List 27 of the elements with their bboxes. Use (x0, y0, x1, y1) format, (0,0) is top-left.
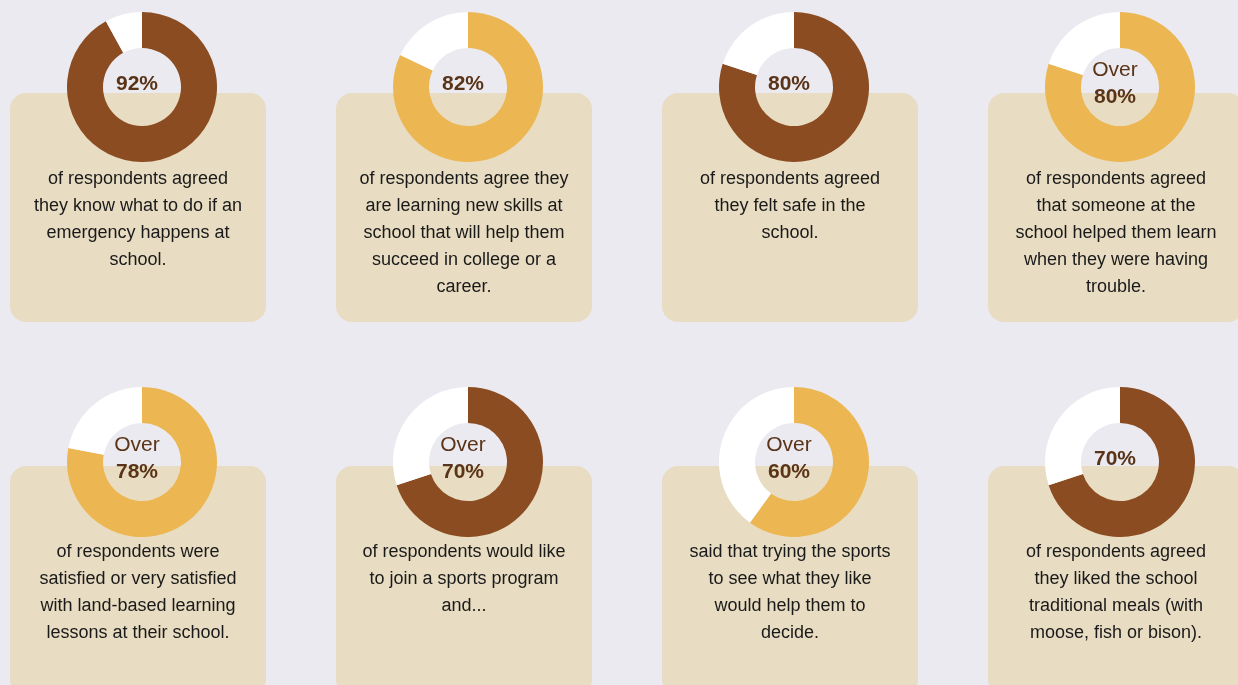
text: 92% (115, 69, 159, 96)
donut-slice (67, 387, 217, 537)
donut-slice (67, 12, 217, 162)
text: said that trying the sports to see what they like would help them to decide. (688, 540, 892, 644)
text: Over 80% (1092, 56, 1138, 109)
text: Over 78% (114, 431, 160, 484)
donut-slice (1045, 12, 1195, 162)
text: Over 60% (766, 431, 812, 484)
text: 70% (1093, 444, 1137, 471)
text: Over 70% (440, 431, 486, 484)
donut-slice (719, 12, 869, 162)
text: 82% (441, 69, 485, 96)
text: 80% (767, 69, 811, 96)
donut-slice (396, 387, 543, 537)
donut-slice (393, 12, 543, 162)
text: of respondents agreed they know what to do if an emergency happens at school. (33, 167, 243, 271)
text: of respondents agreed they felt safe in the school. (698, 167, 882, 244)
text: of respondents agreed that someone at the school helped them learn when they were having trouble. (1014, 167, 1218, 298)
text: of respondents agree they are learning new skills at school that will help them succeed in college or a career. (359, 167, 569, 298)
text: of respondents would like to join a sports program and... (361, 540, 567, 617)
donut-slice (749, 387, 869, 537)
donut-slice (1048, 387, 1195, 537)
text: of respondents were satisfied or very satisfied with land-based learning lessons at their school. (38, 540, 238, 644)
donut-slice (400, 12, 468, 71)
donut-slice (105, 12, 142, 53)
donut-slice (722, 12, 794, 75)
text: of respondents agreed they liked the school traditional meals (with moose, fish or bison). (1024, 540, 1208, 644)
